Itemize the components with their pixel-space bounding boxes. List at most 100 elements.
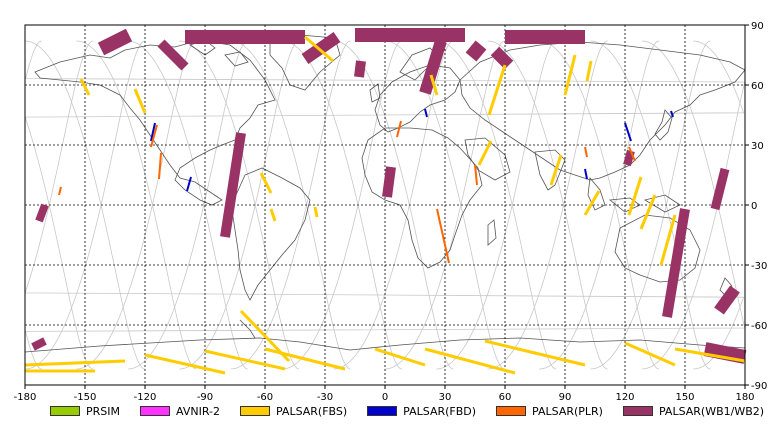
swath-palsar-plr bbox=[158, 152, 162, 180]
swath-palsar-fbs bbox=[563, 54, 577, 96]
swath-palsar-fbs bbox=[24, 359, 126, 367]
swath-palsar-fbs bbox=[144, 353, 226, 375]
swath-palsar-wb1-wb2 bbox=[714, 285, 740, 315]
y-tick-label: 30 bbox=[751, 141, 764, 152]
legend-swatch bbox=[239, 406, 270, 416]
swath-palsar-wb1-wb2 bbox=[662, 208, 690, 318]
swath-palsar-fbs bbox=[549, 154, 563, 186]
swath-palsar-fbd bbox=[584, 168, 588, 180]
swath-palsar-fbs bbox=[374, 347, 426, 367]
legend-item: PALSAR(FBS) bbox=[239, 404, 348, 418]
swath-palsar-fbs bbox=[264, 347, 346, 371]
legend-label: PALSAR(WB1/WB2) bbox=[658, 404, 765, 418]
swath-palsar-fbs bbox=[585, 60, 593, 82]
coverage-map: -180 -150 -120 -90 -60 -30 0 30 60 90 120 150 180 90 6… bbox=[14, 21, 768, 400]
legend-swatch bbox=[50, 406, 80, 416]
swath-palsar-wb1-wb2 bbox=[382, 166, 396, 198]
swath-palsar-wb1-wb2 bbox=[354, 60, 366, 78]
x-tick-label: 30 bbox=[439, 392, 452, 400]
swath-palsar-wb1-wb2 bbox=[465, 40, 487, 62]
swath-palsar-fbs bbox=[313, 206, 319, 218]
y-tick-label: 60 bbox=[751, 81, 764, 92]
swath-palsar-fbs bbox=[627, 176, 643, 216]
swath-palsar-plr bbox=[436, 208, 450, 264]
swath-palsar-fbs bbox=[269, 208, 277, 222]
swath-palsar-fbs bbox=[259, 172, 273, 194]
swath-palsar-plr bbox=[628, 146, 636, 162]
axis-ticks: -180 -150 -120 -90 -60 -30 0 30 60 90 120 150 180 90 6… bbox=[14, 21, 768, 400]
legend-swatch bbox=[140, 406, 170, 416]
swath-palsar-fbd bbox=[670, 110, 674, 118]
legend-item: AVNIR-2 bbox=[140, 405, 220, 418]
swath-palsar-fbd bbox=[424, 108, 428, 118]
swath-palsar-plr bbox=[150, 124, 158, 148]
legend: PRSIM AVNIR-2 PALSAR(FBS) PALSAR(FBD) PALSAR… bbox=[50, 403, 764, 419]
x-tick-label: 60 bbox=[499, 392, 512, 400]
swath-palsar-fbd bbox=[150, 122, 156, 142]
swath-palsar-wb1-wb2 bbox=[157, 39, 189, 71]
swath-palsar-wb1-wb2 bbox=[490, 46, 514, 70]
y-tick-label: -90 bbox=[751, 381, 767, 392]
swath-palsar-wb1-wb2 bbox=[220, 132, 246, 238]
swath-palsar-plr bbox=[58, 186, 62, 196]
swath-palsar-plr bbox=[396, 120, 402, 138]
swath-palsar-fbs bbox=[484, 339, 586, 367]
coastlines bbox=[24, 34, 746, 353]
y-tick-label: -30 bbox=[751, 261, 767, 272]
orbit-track bbox=[384, 40, 505, 370]
swath-palsar-wb1-wb2 bbox=[31, 337, 47, 351]
swath-palsar-fbs bbox=[624, 341, 676, 367]
x-tick-label: 120 bbox=[615, 392, 634, 400]
swath-palsar-fbs bbox=[477, 140, 493, 166]
legend-item: PALSAR(WB1/WB2) bbox=[622, 404, 765, 418]
swath-palsar-fbs bbox=[659, 214, 677, 266]
legend-swatch bbox=[367, 406, 398, 416]
swath-palsar-wb1-wb2 bbox=[301, 32, 341, 64]
swath-palsar-wb1-wb2 bbox=[35, 203, 49, 223]
swath-palsar-wb1-wb2 bbox=[419, 39, 447, 95]
x-tick-label: -150 bbox=[74, 392, 97, 400]
swath-palsar-wb1-wb2 bbox=[703, 342, 747, 364]
legend-label: AVNIR-2 bbox=[176, 404, 220, 418]
swath-palsar-wb1-wb2 bbox=[97, 28, 133, 56]
x-tick-label: -60 bbox=[257, 392, 273, 400]
legend-item: PRSIM bbox=[50, 405, 120, 418]
swath-palsar-fbs bbox=[204, 349, 286, 371]
swath-palsar-fbs bbox=[304, 35, 334, 63]
swath-palsar-fbs bbox=[674, 347, 746, 363]
orbit-track bbox=[179, 40, 300, 370]
swath-palsar-fbs bbox=[79, 78, 91, 96]
legend-item: PALSAR(PLR) bbox=[496, 405, 603, 418]
swath-palsar-fbd bbox=[186, 176, 192, 192]
swath-palsar-fbs bbox=[429, 74, 439, 96]
swath-palsar-plr bbox=[474, 164, 478, 186]
legend-item: PALSAR(FBD) bbox=[367, 405, 476, 418]
swath-palsar-fbs bbox=[583, 190, 601, 216]
acquisition-swaths bbox=[24, 28, 747, 375]
x-tick-label: -180 bbox=[14, 392, 37, 400]
legend-swatch bbox=[622, 406, 653, 416]
swath-palsar-fbs bbox=[133, 88, 147, 114]
swath-palsar-fbd bbox=[624, 122, 632, 142]
swath-palsar-fbs bbox=[424, 347, 516, 375]
y-tick-label: 90 bbox=[751, 21, 764, 32]
legend-label: PALSAR(FBS) bbox=[275, 404, 348, 418]
orbit-track bbox=[436, 40, 557, 370]
x-tick-label: 150 bbox=[675, 392, 694, 400]
x-tick-label: 180 bbox=[735, 392, 754, 400]
legend-label: PALSAR(PLR) bbox=[532, 404, 603, 418]
swath-palsar-fbs bbox=[487, 64, 507, 116]
legend-label: PALSAR(FBD) bbox=[403, 404, 477, 418]
swath-palsar-fbs bbox=[639, 194, 657, 230]
swath-palsar-wb1-wb2 bbox=[710, 167, 730, 211]
x-tick-label: -90 bbox=[197, 392, 213, 400]
y-tick-label: 0 bbox=[751, 201, 757, 212]
legend-label: PRSIM bbox=[86, 404, 120, 418]
y-tick-label: -60 bbox=[751, 321, 767, 332]
orbit-track bbox=[127, 40, 248, 370]
swath-palsar-wb1-wb2 bbox=[623, 149, 635, 167]
legend-swatch bbox=[496, 406, 527, 416]
x-tick-label: 90 bbox=[559, 392, 572, 400]
x-tick-label: -30 bbox=[317, 392, 333, 400]
swath-palsar-plr bbox=[584, 146, 588, 158]
